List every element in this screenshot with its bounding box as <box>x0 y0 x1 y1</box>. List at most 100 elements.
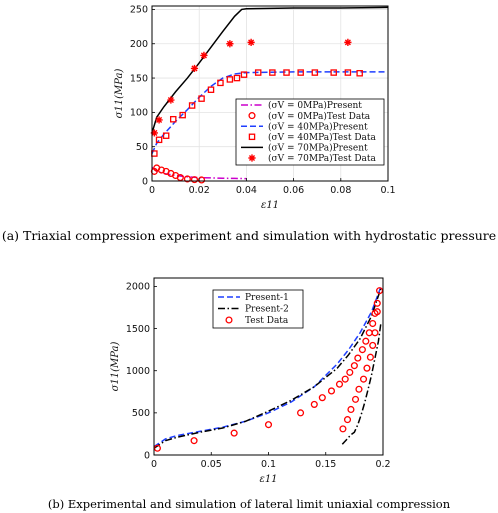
x-tick-label: 0.02 <box>189 185 210 196</box>
x-tick-label: 0.15 <box>315 459 336 470</box>
data-point-test-data <box>369 319 377 328</box>
y-tick-label: 50 <box>136 142 148 153</box>
legend-swatch-v-70mpa-test-data <box>248 154 256 162</box>
data-point-v-70mpa-test-data <box>247 38 255 46</box>
chart-a-x-ticks: 0 0.02 0.04 0.06 0.08 0.1 <box>149 178 396 196</box>
data-point-test-data <box>373 308 381 316</box>
y-tick-label: 1000 <box>126 366 150 377</box>
data-point-test-data <box>346 368 354 376</box>
data-point-test-data <box>230 429 238 437</box>
data-point-v-70mpa-test-data <box>200 51 208 60</box>
legend-box <box>235 98 385 166</box>
series-line-present-2 <box>153 288 382 449</box>
data-point-v-40mpa-test-data <box>155 136 163 144</box>
data-point-v-40mpa-test-data <box>269 69 276 76</box>
data-point-test-data <box>359 375 368 383</box>
legend-swatch-v-40mpa-test-data <box>248 133 256 141</box>
data-point-test-data <box>358 346 366 354</box>
chart-a-caption: (a) Triaxial compression experiment and … <box>2 228 496 243</box>
x-tick-label: 0.08 <box>330 185 351 196</box>
chart-b-caption: (b) Experimental and simulation of later… <box>48 497 451 511</box>
y-tick-label: 150 <box>130 73 148 84</box>
y-tick-label: 200 <box>130 39 148 50</box>
x-tick-label: 0.06 <box>283 185 304 196</box>
data-point-v-0mpa-test-data <box>198 176 206 184</box>
data-point-test-data <box>354 354 362 362</box>
chart-a-frame <box>151 5 389 182</box>
x-tick-label: 0 <box>151 459 157 470</box>
chart-a-y-axis-label: σ11(MPa) <box>114 68 125 118</box>
legend-swatch-v-0mpa-test-data <box>248 112 256 120</box>
data-point-v-70mpa-test-data <box>190 64 199 73</box>
data-point-v-40mpa-test-data <box>283 69 290 76</box>
data-point-test-data <box>355 385 363 393</box>
data-point-test-data <box>373 299 381 307</box>
legend-entry-present-1: Present-1 <box>245 293 289 303</box>
data-point-v-40mpa-test-data <box>217 79 224 87</box>
legend-entry-v-70mpa-present: (σV = 70MPa)Present <box>268 143 368 154</box>
data-point-test-data <box>347 405 355 414</box>
data-point-test-data <box>365 329 373 337</box>
legend-swatch-test-data <box>225 316 233 324</box>
data-point-v-40mpa-test-data <box>198 95 205 102</box>
data-point-v-40mpa-test-data <box>179 111 186 119</box>
y-tick-label: 2000 <box>126 282 150 293</box>
y-tick-label: 1500 <box>126 324 150 335</box>
data-point-test-data <box>362 337 370 345</box>
x-tick-label: 0.05 <box>201 459 222 470</box>
data-point-test-data <box>351 395 360 403</box>
legend-entry-present-2: Present-2 <box>245 305 289 315</box>
data-point-v-40mpa-test-data <box>330 69 337 76</box>
chart-b-lines <box>153 287 382 449</box>
chart-b-markers <box>153 287 384 452</box>
data-point-v-0mpa-test-data <box>176 174 184 182</box>
data-point-test-data <box>335 380 344 388</box>
data-point-v-40mpa-test-data <box>311 69 319 76</box>
series-line-v-70mpa-present <box>151 6 389 134</box>
x-tick-label: 0 <box>149 185 155 196</box>
legend-entry-v-40mpa-present: (σV = 40MPa)Present <box>268 121 368 132</box>
data-point-v-40mpa-test-data <box>344 69 352 76</box>
data-point-v-40mpa-test-data <box>226 76 234 83</box>
data-point-test-data <box>310 400 318 408</box>
y-tick-label: 0 <box>144 450 150 461</box>
y-tick-label: 500 <box>132 408 150 419</box>
data-point-test-data <box>190 437 198 445</box>
data-point-v-40mpa-test-data <box>169 115 177 123</box>
series-line-present-2-unloading <box>341 324 382 446</box>
data-point-test-data <box>350 362 358 370</box>
legend-entry-v-0mpa-test-data: (σV = 0MPa)Test Data <box>268 111 371 122</box>
series-line-present-1 <box>153 287 382 448</box>
data-point-test-data <box>366 353 374 361</box>
legend-entry-v-40mpa-test-data: (σV = 40MPa)Test Data <box>268 132 377 143</box>
x-tick-label: 0.1 <box>261 459 276 470</box>
data-point-test-data <box>327 387 336 395</box>
x-tick-label: 0.2 <box>375 459 390 470</box>
chart-b-x-ticks: 0 0.05 0.1 0.15 0.2 <box>151 452 391 470</box>
data-point-test-data <box>363 364 371 372</box>
data-point-v-0mpa-test-data <box>190 176 199 184</box>
data-point-v-40mpa-test-data <box>188 102 196 109</box>
data-point-test-data <box>376 287 384 295</box>
data-point-test-data <box>371 329 379 337</box>
x-tick-label: 0.04 <box>236 185 257 196</box>
data-point-v-40mpa-test-data <box>162 132 170 139</box>
legend-entry-v-0mpa-present: (σV = 0MPa)Present <box>268 100 362 111</box>
chart-b-x-axis-label: ε11 <box>259 474 277 485</box>
data-point-v-0mpa-test-data <box>157 166 165 174</box>
legend-entry-test-data: Test Data <box>245 316 289 326</box>
data-point-test-data <box>341 375 349 383</box>
x-tick-label: 0.1 <box>380 185 395 196</box>
chart-b-y-axis-label: σ11(MPa) <box>110 341 121 391</box>
y-tick-label: 100 <box>130 108 148 119</box>
data-point-v-40mpa-test-data <box>356 70 363 77</box>
chart-b-y-ticks: 0 500 1000 1500 2000 <box>126 282 157 461</box>
chart-a-markers <box>150 38 363 184</box>
data-point-test-data <box>339 425 347 433</box>
data-point-test-data <box>318 394 326 402</box>
data-point-v-40mpa-test-data <box>233 74 241 82</box>
data-point-v-40mpa-test-data <box>254 69 262 76</box>
chart-b: 0 0.05 0.1 0.15 0.2 0 500 1000 1500 2000 Present… <box>48 277 451 511</box>
